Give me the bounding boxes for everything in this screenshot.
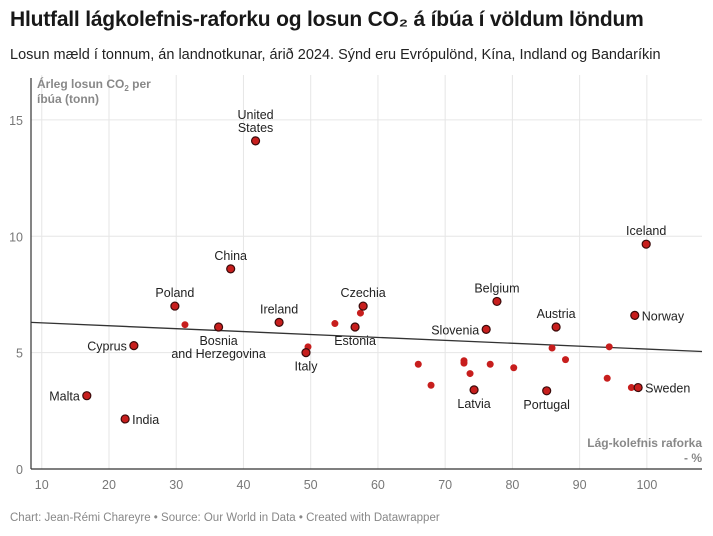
x-tick-label: 60	[371, 478, 385, 492]
x-axis-label-line1: Lág-kolefnis raforka	[587, 436, 702, 450]
chart-footer: Chart: Jean-Rémi Chareyre • Source: Our …	[10, 512, 440, 524]
point-label: Cyprus	[87, 340, 127, 354]
data-point-poland	[170, 301, 180, 311]
point-label: China	[214, 249, 247, 263]
x-tick-label: 80	[505, 478, 519, 492]
point-label: Bosnia	[199, 334, 237, 348]
data-point-ireland	[274, 317, 284, 327]
point-label: Latvia	[457, 397, 490, 411]
point-label: Estonia	[334, 334, 376, 348]
x-tick-label: 100	[636, 478, 657, 492]
data-point	[562, 356, 570, 364]
data-point	[460, 359, 468, 367]
y-tick-label: 5	[16, 347, 23, 361]
y-axis-label-line1: Árleg losun CO2 per	[37, 76, 151, 93]
data-point-norway	[630, 310, 640, 320]
data-point	[486, 360, 494, 368]
data-point-malta	[82, 391, 92, 401]
point-label: Slovenia	[431, 323, 479, 337]
data-point	[414, 360, 422, 368]
point-label: Norway	[642, 309, 685, 323]
data-point-latvia	[469, 385, 479, 395]
data-point-estonia	[350, 322, 360, 332]
point-label: India	[132, 413, 159, 427]
point-label: Italy	[295, 360, 319, 374]
point-label: Iceland	[626, 224, 666, 238]
data-point	[627, 384, 635, 392]
data-point-portugal	[542, 386, 552, 396]
x-tick-label: 20	[102, 478, 116, 492]
data-point	[181, 321, 189, 329]
x-tick-label: 90	[573, 478, 587, 492]
point-label: Austria	[537, 307, 576, 321]
x-tick-label: 40	[237, 478, 251, 492]
data-point-sweden	[633, 382, 643, 393]
data-point	[510, 364, 518, 372]
data-point-czechia	[358, 301, 368, 311]
data-point-united-states	[250, 136, 261, 146]
data-point	[331, 320, 339, 328]
x-axis-label-line2: - %	[684, 451, 702, 465]
data-point-italy	[301, 348, 311, 358]
point-label: Malta	[49, 390, 80, 404]
point-label: Portugal	[523, 398, 570, 412]
point-label: States	[238, 121, 273, 135]
data-point	[427, 381, 435, 389]
point-label: Belgium	[474, 281, 519, 295]
data-point-slovenia	[481, 324, 491, 334]
point-label: Sweden	[645, 382, 690, 396]
y-tick-label: 10	[9, 230, 23, 244]
x-tick-label: 30	[169, 478, 183, 492]
data-point-belgium	[492, 296, 502, 307]
data-point-china	[226, 264, 236, 274]
chart-subtitle: Losun mæld í tonnum, án landnotkunar, ár…	[10, 47, 661, 63]
point-label: Poland	[155, 286, 194, 300]
data-point	[356, 309, 364, 317]
data-point	[548, 344, 556, 352]
point-label: and Herzegovina	[171, 347, 266, 361]
x-tick-label: 10	[35, 478, 49, 492]
point-label: United	[237, 108, 273, 122]
y-axis-label-line2: íbúa (tonn)	[37, 92, 99, 106]
point-label: Ireland	[260, 302, 298, 316]
point-label: Czechia	[341, 286, 386, 300]
data-point	[466, 370, 474, 378]
y-tick-label: 0	[16, 463, 23, 477]
data-point-bosnia-and-herzegovina	[213, 322, 224, 332]
x-tick-label: 50	[304, 478, 318, 492]
chart-title: Hlutfall lágkolefnis-raforku og losun CO…	[10, 8, 644, 31]
data-point-cyprus	[129, 341, 139, 351]
data-point	[605, 343, 613, 351]
y-tick-label: 15	[9, 114, 23, 128]
trend-line	[30, 321, 703, 353]
data-point	[603, 374, 611, 382]
data-point-austria	[551, 322, 561, 332]
x-tick-label: 70	[438, 478, 452, 492]
data-point-iceland	[641, 239, 651, 249]
data-point-india	[120, 414, 130, 424]
